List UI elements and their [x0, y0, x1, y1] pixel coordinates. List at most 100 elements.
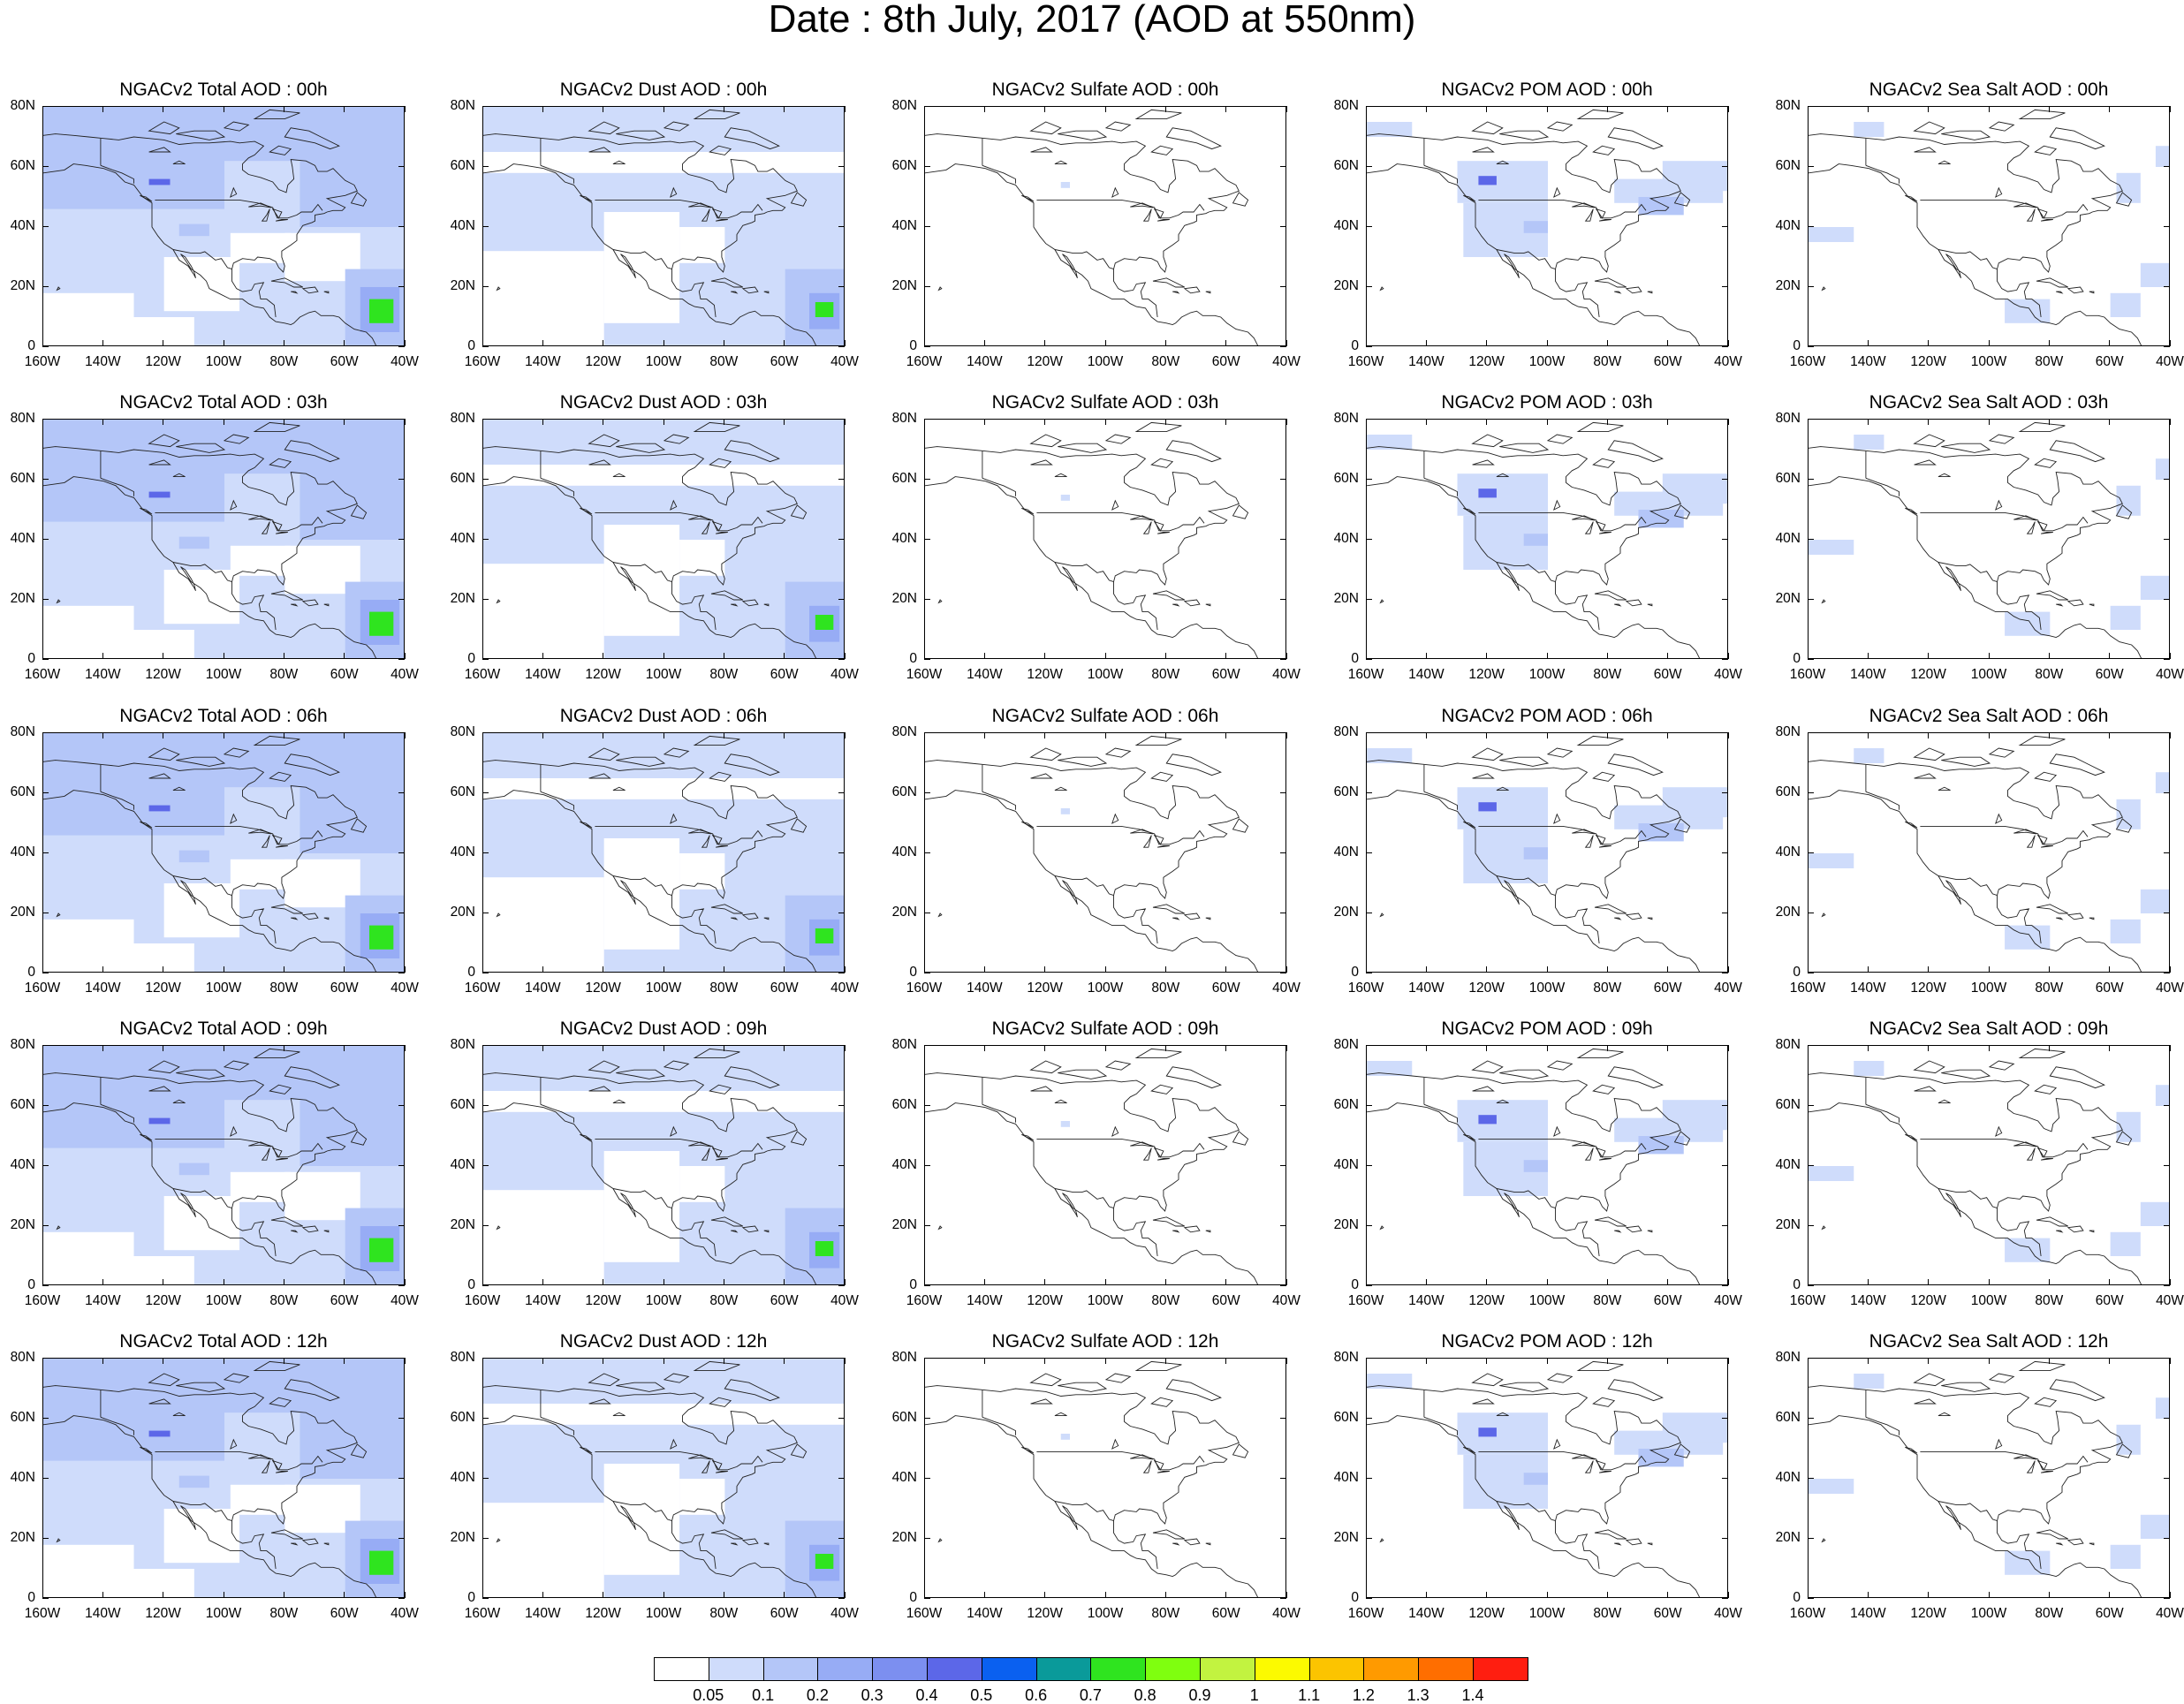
aod-cell	[1854, 748, 1884, 763]
lake-outline	[701, 835, 710, 848]
country-border	[1036, 1450, 1205, 1471]
country-border	[172, 249, 232, 270]
lake-outline	[230, 1438, 238, 1450]
island-outline	[1134, 735, 1182, 746]
y-tick	[1366, 791, 1372, 793]
y-tick-label: 80N	[1775, 1350, 1801, 1365]
island-outline	[2089, 291, 2095, 294]
aod-cell	[1457, 161, 1548, 203]
island-outline	[1379, 286, 1384, 292]
island-outline	[2049, 1379, 2105, 1402]
island-outline	[1546, 434, 1574, 444]
country-border	[540, 164, 574, 184]
aod-cell	[1809, 227, 1854, 242]
y-tick-label: 0	[27, 965, 35, 980]
island-outline	[2056, 1542, 2064, 1546]
x-tick	[1867, 340, 1869, 346]
y-tick	[1808, 418, 1814, 420]
aod-cell	[1638, 510, 1684, 528]
figure-title: Date : 8th July, 2017 (AOD at 550nm)	[768, 0, 1416, 41]
y-tick	[398, 418, 405, 420]
x-tick	[2169, 419, 2171, 425]
x-tick-label: 100W	[645, 667, 682, 682]
y-tick	[482, 165, 489, 167]
x-tick	[1486, 1045, 1488, 1051]
y-tick	[398, 225, 405, 227]
x-tick	[923, 653, 925, 659]
x-tick-label: 140W	[525, 1606, 561, 1621]
lake-outline	[1030, 459, 1053, 466]
y-tick	[1808, 225, 1814, 227]
x-tick	[844, 340, 846, 346]
y-tick-label: 80N	[1333, 724, 1359, 739]
x-tick-label: 160W	[906, 354, 943, 369]
lake-outline	[2026, 1147, 2036, 1161]
island-outline	[763, 1230, 770, 1233]
lake-outline	[1054, 1412, 1067, 1417]
x-tick	[2169, 1279, 2171, 1285]
map-plot-area	[1808, 1045, 2170, 1285]
x-tick	[784, 732, 785, 738]
x-tick	[1988, 1358, 1990, 1364]
lake-outline	[612, 786, 626, 791]
lake-outline	[1572, 1141, 1596, 1147]
aod-cell	[2110, 1544, 2141, 1569]
lake-outline	[701, 208, 710, 222]
coastline	[43, 446, 358, 631]
x-tick-label: 80W	[1151, 981, 1180, 996]
lake-outline	[670, 1125, 678, 1137]
country-border	[1496, 875, 1556, 897]
country-border	[1054, 562, 1114, 583]
x-tick	[2048, 966, 2050, 973]
lake-outline	[1914, 1398, 1937, 1405]
x-tick	[482, 1045, 483, 1051]
y-tick	[1722, 285, 1728, 287]
y-tick	[2164, 105, 2170, 107]
lake-outline	[275, 1158, 288, 1161]
lake-outline	[1472, 1398, 1495, 1405]
x-tick	[1285, 1592, 1287, 1598]
x-tick	[1988, 966, 1990, 973]
island-outline	[790, 818, 808, 833]
island-outline	[1205, 1542, 1211, 1546]
aod-cell	[1854, 1061, 1884, 1076]
y-tick-label: 0	[27, 651, 35, 666]
x-tick	[482, 732, 483, 738]
island-outline	[709, 458, 732, 468]
island-outline	[270, 904, 304, 914]
coastline	[1367, 476, 1701, 658]
map-plot-area	[42, 1045, 405, 1285]
lake-outline	[1111, 499, 1119, 511]
x-tick	[344, 1592, 345, 1598]
x-tick-label: 140W	[85, 354, 121, 369]
y-tick-label: 60N	[891, 471, 917, 486]
y-tick	[1722, 1284, 1728, 1286]
lake-outline	[172, 160, 186, 165]
lake-outline	[230, 1125, 238, 1137]
x-tick	[2169, 653, 2171, 659]
y-tick	[1366, 418, 1372, 420]
island-outline	[1029, 434, 1062, 448]
x-tick-label: 120W	[1468, 981, 1505, 996]
x-tick-label: 160W	[906, 667, 943, 682]
y-tick	[924, 598, 930, 600]
x-tick	[1225, 1279, 1227, 1285]
aod-cell	[2110, 292, 2141, 317]
island-outline	[270, 590, 304, 601]
x-tick-label: 120W	[585, 981, 621, 996]
y-tick-label: 60N	[1775, 158, 1801, 173]
y-tick-label: 0	[1793, 965, 1801, 980]
island-outline	[663, 434, 690, 444]
x-tick-label: 40W	[1714, 1606, 1742, 1621]
lake-outline	[1496, 786, 1509, 791]
x-tick-label: 140W	[1850, 667, 1886, 682]
aod-field-map	[1809, 1360, 2169, 1597]
coastline	[1367, 446, 1681, 631]
island-outline	[1150, 1397, 1174, 1407]
x-tick-label: 40W	[391, 354, 419, 369]
x-tick-label: 80W	[1151, 354, 1180, 369]
y-tick	[1808, 478, 1814, 480]
y-tick	[1808, 1357, 1814, 1359]
x-tick	[983, 1358, 985, 1364]
x-tick	[2169, 1358, 2171, 1364]
